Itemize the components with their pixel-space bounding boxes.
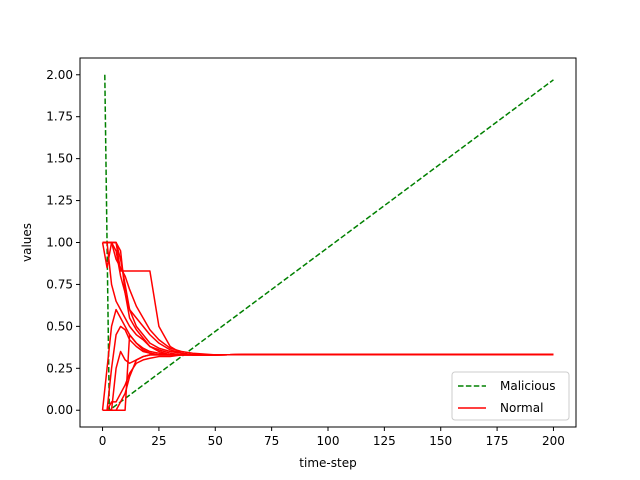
x-tick-label: 100 xyxy=(317,434,340,448)
x-tick-label: 50 xyxy=(208,434,223,448)
series-line-malicious-0 xyxy=(104,74,554,411)
y-tick-label: 1.25 xyxy=(46,194,73,208)
x-tick-label: 0 xyxy=(99,434,107,448)
y-tick-label: 1.50 xyxy=(46,152,73,166)
series-line-normal-12 xyxy=(102,334,554,411)
x-tick-label: 175 xyxy=(486,434,509,448)
x-tick-label: 200 xyxy=(542,434,565,448)
legend: Malicious Normal xyxy=(451,371,570,421)
y-tick-label: 2.00 xyxy=(46,68,73,82)
legend-label-malicious: Malicious xyxy=(500,379,556,393)
y-tick-label: 0.25 xyxy=(46,361,73,375)
y-axis-ticks: 0.00 0.25 0.50 0.75 1.00 1.25 1.50 1.75 2.00 xyxy=(46,68,80,417)
y-tick-label: 1.00 xyxy=(46,236,73,250)
x-tick-label: 150 xyxy=(429,434,452,448)
y-tick-label: 0.50 xyxy=(46,319,73,333)
x-axis-ticks: 0 25 50 75 100 125 150 175 200 xyxy=(99,427,565,448)
y-tick-label: 1.75 xyxy=(46,110,73,124)
x-axis-label: time-step xyxy=(299,456,356,470)
x-tick-label: 75 xyxy=(264,434,279,448)
plot-lines xyxy=(101,74,554,411)
x-tick-label: 125 xyxy=(373,434,396,448)
y-tick-label: 0.00 xyxy=(46,403,73,417)
x-tick-label: 25 xyxy=(151,434,166,448)
legend-label-normal: Normal xyxy=(500,401,543,415)
y-axis-label: values xyxy=(20,223,34,262)
y-tick-label: 0.75 xyxy=(46,277,73,291)
